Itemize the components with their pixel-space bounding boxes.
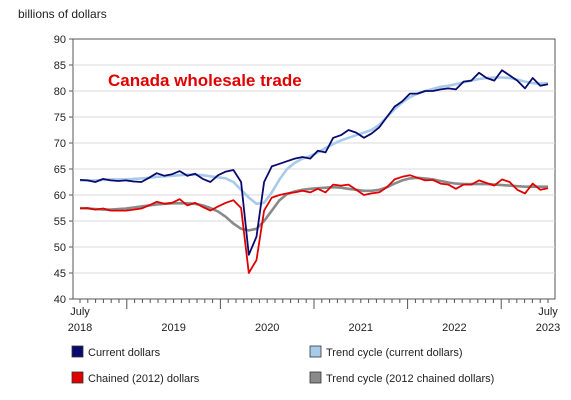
y-tick-label: 75 (54, 112, 66, 124)
x-tick-label-year: 2020 (255, 322, 279, 334)
legend-swatch (71, 371, 84, 384)
x-tick-label-month: July (538, 306, 558, 318)
series-line-chained-2012-dollars (79, 174, 549, 274)
y-tick-label: 70 (54, 138, 66, 150)
y-tick-label: 55 (54, 216, 66, 228)
y-tick-label: 60 (54, 190, 66, 202)
legend-swatch (309, 371, 322, 384)
legend-label: Trend cycle (2012 chained dollars) (326, 373, 494, 385)
x-tick-label-year: 2018 (68, 322, 92, 334)
y-tick-label: 85 (54, 60, 66, 72)
y-tick-label: 40 (54, 294, 66, 306)
x-tick-label-year: 2021 (349, 322, 373, 334)
x-tick-label-year: 2019 (161, 322, 185, 334)
x-axis: July 2018 2019 2020 2021 2022 July 2023 (68, 299, 560, 334)
y-tick-label: 50 (54, 242, 66, 254)
y-tick-label: 80 (54, 86, 66, 98)
y-axis-label: billions of dollars (18, 7, 107, 21)
legend-label: Chained (2012) dollars (88, 373, 200, 385)
legend-swatch (309, 345, 322, 358)
chart-title: Canada wholesale trade (108, 71, 302, 90)
y-tick-label: 45 (54, 268, 66, 280)
x-tick-label-year: 2023 (536, 322, 560, 334)
y-tick-label: 90 (54, 34, 66, 46)
x-tick-label-year: 2022 (442, 322, 466, 334)
y-tick-label: 65 (54, 164, 66, 176)
x-tick-label-month: July (70, 306, 90, 318)
series-line-current-dollars (79, 69, 549, 256)
y-axis-ticks: 40 45 50 55 60 65 70 75 80 85 90 (54, 34, 73, 306)
series-group (79, 69, 549, 274)
legend-label: Current dollars (88, 347, 161, 359)
legend-swatch (71, 345, 84, 358)
legend: Current dollars Trend cycle (current doll… (71, 345, 494, 385)
legend-label: Trend cycle (current dollars) (326, 347, 463, 359)
